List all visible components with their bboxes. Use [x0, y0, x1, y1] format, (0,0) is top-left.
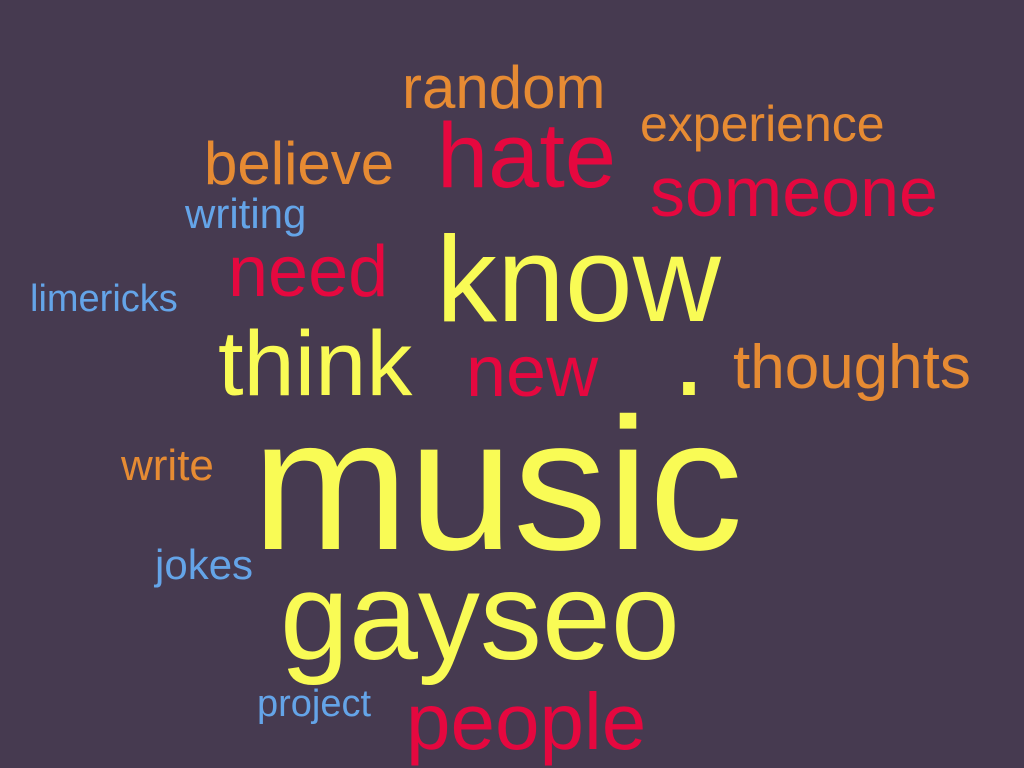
word-new: new: [466, 332, 599, 412]
word-writing: writing: [185, 190, 307, 237]
word-experience: experience: [640, 96, 885, 152]
word-know: know: [436, 211, 721, 347]
word-write: write: [121, 441, 214, 490]
word-dot: .: [672, 285, 706, 421]
word-jokes: jokes: [155, 541, 254, 588]
word-think: think: [218, 313, 413, 415]
word-someone: someone: [650, 153, 938, 231]
word-limericks: limericks: [30, 278, 178, 320]
word-project: project: [257, 683, 372, 725]
word-hate: hate: [437, 105, 617, 207]
word-random: random: [402, 54, 606, 121]
word-need: need: [228, 232, 389, 312]
word-people: people: [406, 677, 647, 766]
word-music: music: [252, 379, 743, 589]
word-gayseo: gayseo: [280, 548, 680, 686]
word-thoughts: thoughts: [733, 333, 971, 402]
word-believe: believe: [204, 130, 395, 197]
